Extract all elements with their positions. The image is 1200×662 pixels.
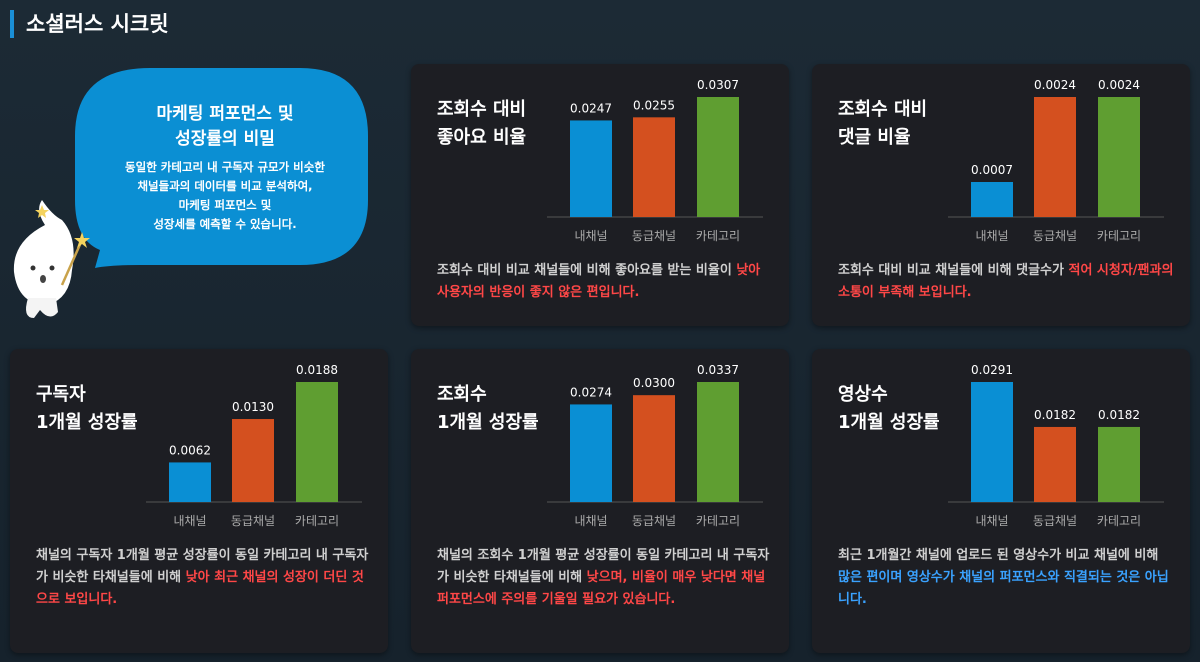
category-label: 내채널: [975, 229, 1008, 243]
bubble-line: 성장세를 예측할 수 있습니다.: [153, 217, 297, 231]
bar: [232, 419, 274, 502]
value-label: 0.0062: [169, 443, 211, 457]
bar: [971, 382, 1013, 502]
bar: [1098, 426, 1140, 502]
card-description: 조회수 대비 비교 채널들에 비해 댓글수가 적어 시청자/팬과의 소통이 부족…: [838, 260, 1174, 304]
card-title-line: 좋아요 비율: [437, 127, 527, 148]
value-label: 0.0291: [971, 363, 1013, 377]
category-label: 동급채널: [1033, 514, 1077, 528]
bar: [1034, 426, 1076, 502]
card-title-line: 1개월 성장률: [437, 412, 539, 433]
highlight-text: 낮으며, 비율이 매우 낮다면 채널 퍼포먼스에 주의를 기울일 필요가 있습니…: [437, 570, 766, 607]
mascot: [13, 200, 90, 318]
bar: [633, 395, 675, 502]
card-title-line: 조회수 대비: [838, 99, 928, 120]
bar: [633, 117, 675, 217]
bar: [971, 182, 1013, 217]
bubble-graphic: [13, 68, 368, 318]
card-title: 조회수 1개월 성장률: [437, 381, 539, 437]
bar: [570, 404, 612, 502]
bar: [570, 120, 612, 217]
value-label: 0.0007: [971, 163, 1013, 177]
bar-chart: 0.0274 내채널 0.0300 동급채널 0.0337 카테고리: [547, 363, 763, 528]
highlight-text: 낮아 최근 채널의 성장이 더딘 것으로 보입니다.: [36, 570, 364, 607]
description-text: 최근 1개월간 채널에 업로드 된 영상수가 비교 채널에 비해: [838, 548, 1159, 563]
category-label: 카테고리: [1097, 514, 1141, 528]
value-label: 0.0247: [570, 101, 612, 115]
bubble-line: 성장률의 비밀: [175, 129, 275, 149]
bar: [169, 462, 211, 502]
card-description: 채널의 구독자 1개월 평균 성장률이 동일 카테고리 내 구독자가 비슷한 타…: [36, 545, 372, 611]
bubble-line: 마케팅 퍼포먼스 및: [178, 198, 272, 212]
category-label: 내채널: [574, 514, 607, 528]
description-text: 조회수 대비 비교 채널들에 비해 좋아요를 받는 비율이: [437, 263, 737, 278]
card-title-line: 조회수 대비: [437, 99, 527, 120]
value-label: 0.0274: [570, 385, 612, 399]
card-title-line: 구독자: [36, 384, 86, 405]
bar: [697, 382, 739, 502]
bubble-line: 동일한 카테고리 내 구독자 규모가 비슷한: [125, 160, 325, 174]
card-title: 구독자 1개월 성장률: [36, 381, 138, 437]
value-label: 0.0182: [1034, 408, 1076, 422]
bubble-line: 채널들과의 데이터를 비교 분석하여,: [137, 179, 313, 193]
card-title: 영상수 1개월 성장률: [838, 381, 940, 437]
value-label: 0.0130: [232, 400, 274, 414]
category-label: 내채널: [574, 229, 607, 243]
card-title-line: 1개월 성장률: [838, 412, 940, 433]
bubble-line: 마케팅 퍼포먼스 및: [156, 104, 294, 124]
value-label: 0.0300: [633, 376, 675, 390]
speech-bubble: [75, 68, 368, 268]
value-label: 0.0307: [697, 78, 739, 92]
bar: [1034, 97, 1076, 217]
highlight-text: 적어 시청자/팬과의 소통이 부족해 보입니다.: [838, 263, 1174, 300]
category-label: 동급채널: [1033, 229, 1077, 243]
category-label: 내채널: [975, 514, 1008, 528]
bar: [296, 382, 338, 502]
category-label: 카테고리: [696, 514, 740, 528]
value-label: 0.0182: [1098, 408, 1140, 422]
value-label: 0.0255: [633, 98, 675, 112]
bar-chart: 0.0007 내채널 0.0024 동급채널 0.0024 카테고리: [948, 78, 1164, 243]
category-label: 내채널: [173, 514, 206, 528]
category-label: 카테고리: [696, 229, 740, 243]
bar: [1098, 97, 1140, 217]
bar-chart: 0.0247 내채널 0.0255 동급채널 0.0307 카테고리: [547, 78, 763, 243]
card-description: 채널의 조회수 1개월 평균 성장률이 동일 카테고리 내 구독자가 비슷한 타…: [437, 545, 773, 611]
category-label: 동급채널: [632, 514, 676, 528]
bar: [697, 97, 739, 217]
bubble-text: 마케팅 퍼포먼스 및 성장률의 비밀 동일한 카테고리 내 구독자 규모가 비슷한…: [95, 102, 355, 234]
description-text: 채널의 조회수 1개월 평균 성장률이 동일 카테고리 내 구독자가 비슷한 타…: [437, 548, 770, 585]
card-description: 조회수 대비 비교 채널들에 비해 좋아요를 받는 비율이 낮아 사용자의 반응…: [437, 260, 773, 304]
bar-chart: 0.0291 내채널 0.0182 동급채널 0.0182 카테고리: [948, 363, 1164, 528]
category-label: 카테고리: [295, 514, 339, 528]
value-label: 0.0188: [296, 363, 338, 377]
card-title-line: 영상수: [838, 384, 888, 405]
value-label: 0.0024: [1098, 78, 1140, 92]
description-text: 채널의 구독자 1개월 평균 성장률이 동일 카테고리 내 구독자가 비슷한 타…: [36, 548, 369, 585]
card-title-line: 조회수: [437, 384, 487, 405]
card-description: 최근 1개월간 채널에 업로드 된 영상수가 비교 채널에 비해 많은 편이며 …: [838, 545, 1174, 611]
category-label: 동급채널: [632, 229, 676, 243]
card-title-line: 댓글 비율: [838, 127, 911, 148]
value-label: 0.0337: [697, 363, 739, 377]
description-text: 조회수 대비 비교 채널들에 비해 댓글수가: [838, 263, 1069, 278]
highlight-text: 낮아 사용자의 반응이 좋지 않은 편입니다.: [437, 263, 761, 300]
highlight-text: 많은 편이며 영상수가 채널의 퍼포먼스와 직결되는 것은 아닙니다.: [838, 570, 1169, 607]
bar-chart: 0.0062 내채널 0.0130 동급채널 0.0188 카테고리: [146, 363, 362, 528]
value-label: 0.0024: [1034, 78, 1076, 92]
card-title-line: 1개월 성장률: [36, 412, 138, 433]
page-title: 소셜러스 시크릿: [10, 10, 169, 38]
category-label: 카테고리: [1097, 229, 1141, 243]
category-label: 동급채널: [231, 514, 275, 528]
